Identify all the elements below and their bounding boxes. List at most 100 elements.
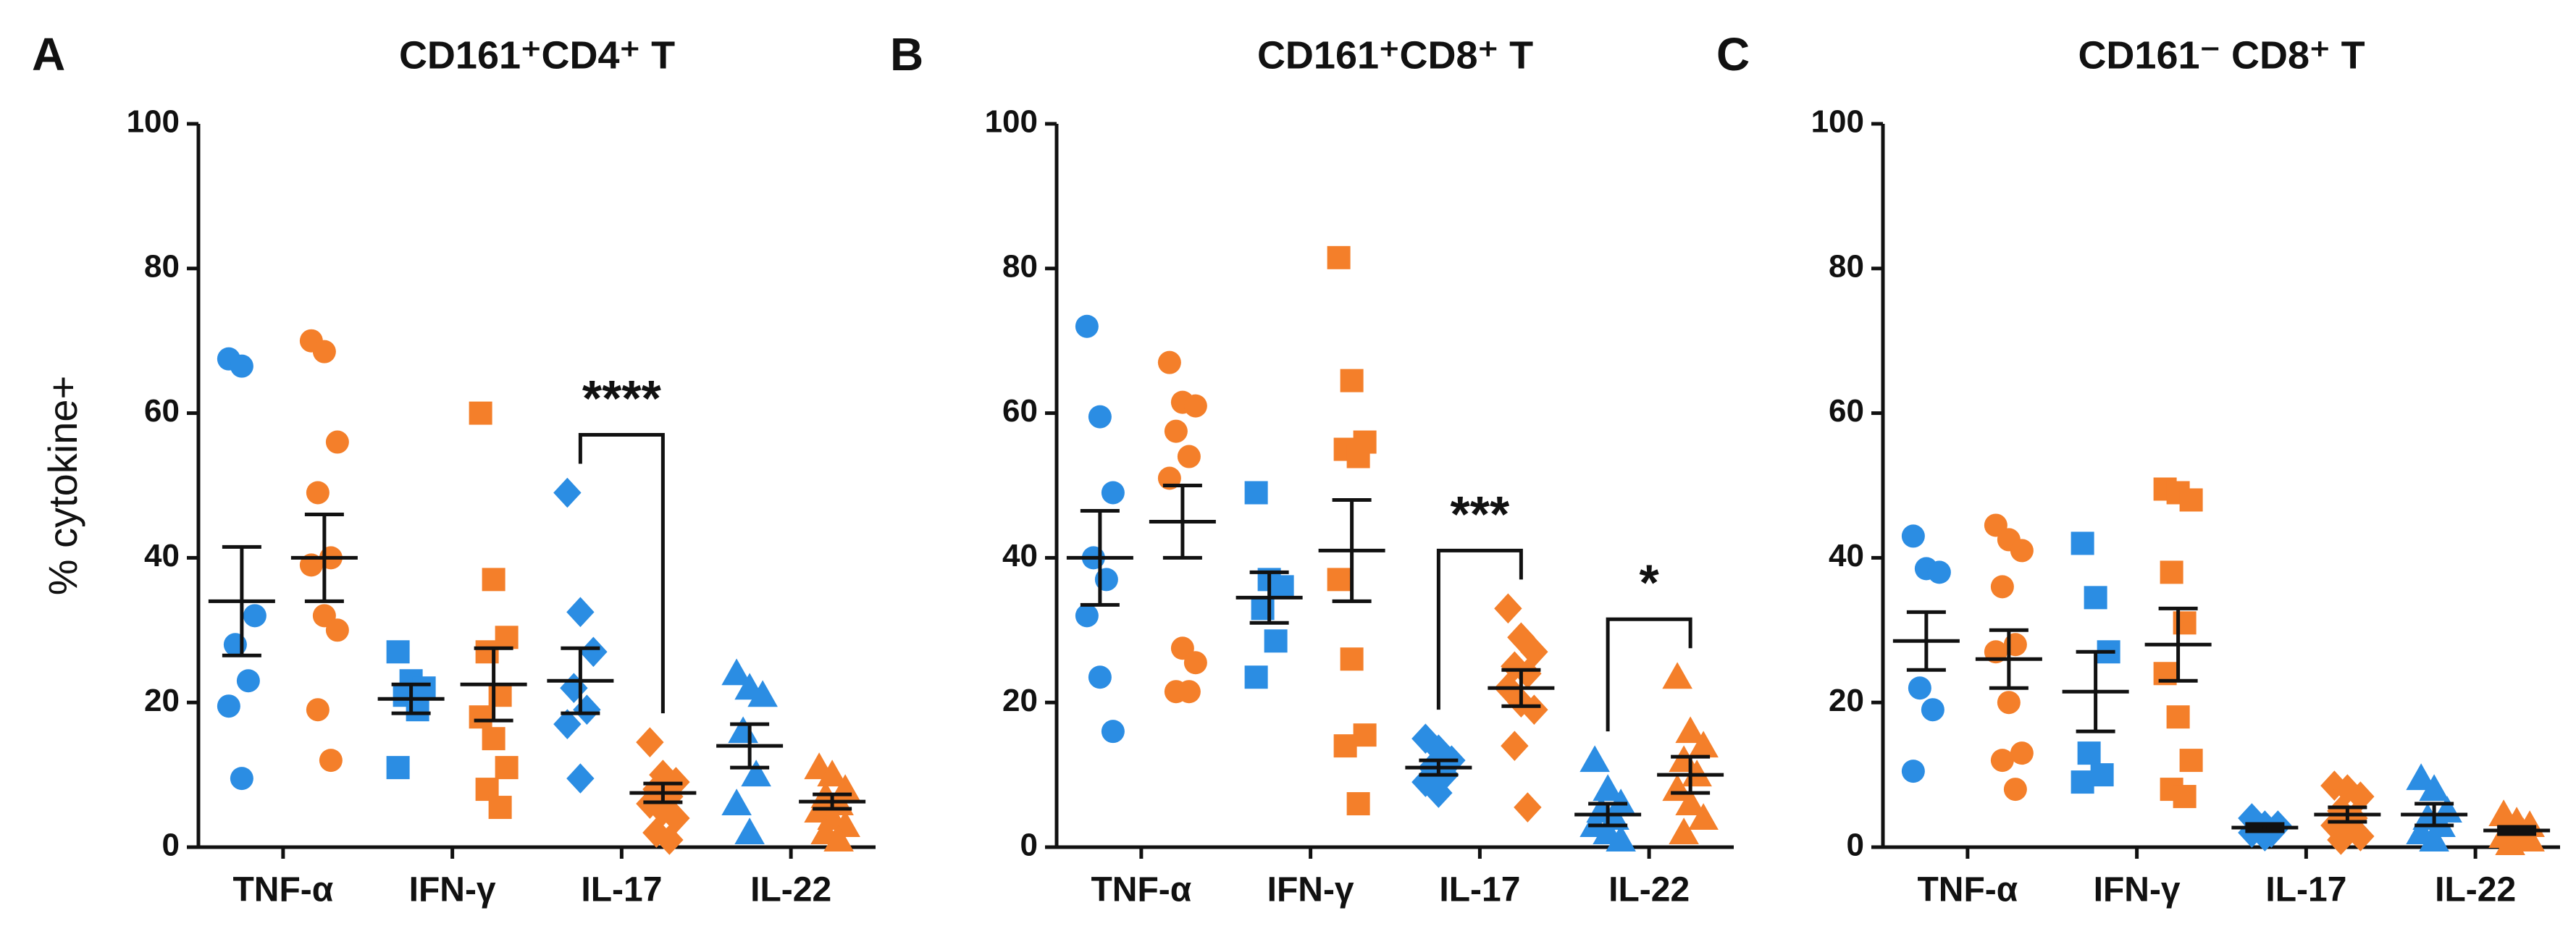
sem-bar [1419, 758, 1459, 777]
y-tick-label: 60 [144, 393, 180, 429]
data-point [1507, 622, 1535, 653]
panel-title: CD161⁺CD4⁺ T [399, 33, 675, 77]
data-point [2514, 825, 2545, 852]
data-point [2419, 825, 2449, 852]
data-point [2071, 531, 2094, 555]
data-point [747, 680, 778, 707]
data-point [312, 340, 336, 363]
data-point [2010, 741, 2034, 765]
x-tick-label: IFN-γ [2094, 871, 2181, 909]
sem-bar [1989, 628, 2029, 690]
data-point [2419, 774, 2449, 802]
data-point [1183, 394, 1207, 418]
data-point [1675, 716, 1706, 744]
data-point [734, 817, 765, 845]
data-point [1088, 665, 1112, 689]
data-point [2327, 825, 2355, 855]
data-point [1908, 676, 1931, 700]
panel-label: A [32, 28, 65, 80]
data-point [230, 767, 253, 791]
data-point [1075, 604, 1099, 628]
x-tick-label: TNF-α [232, 871, 333, 909]
sem-bar [1588, 802, 1628, 828]
y-tick-label: 80 [1002, 248, 1038, 284]
data-point [2346, 781, 2375, 812]
data-point [1520, 636, 1548, 668]
y-tick-label: 80 [1829, 248, 1864, 284]
data-point [1669, 817, 1699, 845]
data-point [217, 694, 240, 718]
data-point [1157, 350, 1181, 374]
data-point [1264, 629, 1288, 653]
x-tick-label: IFN-γ [1267, 871, 1354, 909]
x-tick-label: TNF-α [1917, 871, 2018, 909]
y-tick-label: 100 [985, 104, 1038, 140]
sem-bar [2328, 805, 2367, 824]
data-point [2084, 586, 2107, 610]
y-tick-label: 0 [1020, 828, 1038, 863]
data-point [721, 658, 752, 686]
data-point [2327, 796, 2355, 826]
sem-bar [1080, 508, 1120, 607]
data-point [306, 698, 330, 722]
panel: C CD161⁻ CD8⁺ T 0 20 40 60 80 100 TNF-α IFN-γ IL-1… [1716, 28, 2560, 909]
sem-bar [730, 722, 770, 770]
x-tick-label: IFN-γ [409, 871, 496, 909]
sem-bar [561, 646, 600, 715]
sem-bar [2158, 606, 2198, 683]
data-point [1101, 720, 1125, 744]
data-point [2160, 560, 2183, 584]
sem-bar [813, 792, 852, 811]
data-point [469, 401, 492, 425]
y-tick-label: 60 [1002, 393, 1038, 429]
sem-bar [474, 646, 513, 723]
data-point [1327, 568, 1351, 592]
data-point [2179, 488, 2203, 512]
data-point [2077, 741, 2101, 765]
y-tick-label: 100 [1811, 104, 1864, 140]
data-point [1270, 575, 1294, 599]
data-point [495, 756, 519, 780]
y-tick-label: 40 [144, 538, 180, 573]
data-point [721, 788, 752, 816]
data-point [823, 825, 854, 852]
data-point [488, 796, 512, 820]
data-point [1520, 694, 1548, 725]
data-point [1340, 369, 1364, 392]
data-point [1901, 524, 1925, 548]
data-point [1688, 731, 1719, 758]
data-point [1927, 560, 1951, 584]
data-point [1990, 749, 2014, 773]
data-point [1346, 445, 1370, 468]
panel: A CD161⁺CD4⁺ T % cytokine+ 0 20 40 60 80 100 TNF-… [32, 28, 876, 909]
x-tick-label: IL-22 [750, 871, 831, 909]
data-point [495, 626, 519, 649]
data-point [236, 669, 260, 693]
sem-bar [391, 682, 431, 715]
data-point [2003, 778, 2027, 802]
data-point [2090, 763, 2114, 787]
data-point [2320, 770, 2349, 801]
y-tick-label: 100 [127, 104, 180, 140]
data-point [1501, 731, 1529, 761]
significance-bracket [1436, 548, 1523, 710]
data-point [1494, 593, 1522, 624]
data-point [1997, 691, 2021, 715]
y-tick-label: 40 [1829, 538, 1864, 573]
panel-label: C [1716, 28, 1750, 80]
significance-bracket [578, 432, 665, 714]
data-point [386, 640, 410, 664]
panel-title: CD161⁻ CD8⁺ T [2078, 33, 2365, 77]
y-tick-label: 0 [1847, 828, 1864, 863]
significance-stars: * [1640, 555, 1660, 611]
data-point [1593, 774, 1623, 802]
data-point [325, 430, 349, 454]
y-tick-label: 60 [1829, 393, 1864, 429]
data-point [1606, 825, 1636, 852]
data-point [655, 825, 684, 855]
data-point [230, 354, 253, 378]
data-point [2179, 749, 2203, 773]
data-point [1333, 734, 1357, 758]
data-point [1353, 723, 1377, 747]
x-tick-label: TNF-α [1091, 871, 1191, 909]
